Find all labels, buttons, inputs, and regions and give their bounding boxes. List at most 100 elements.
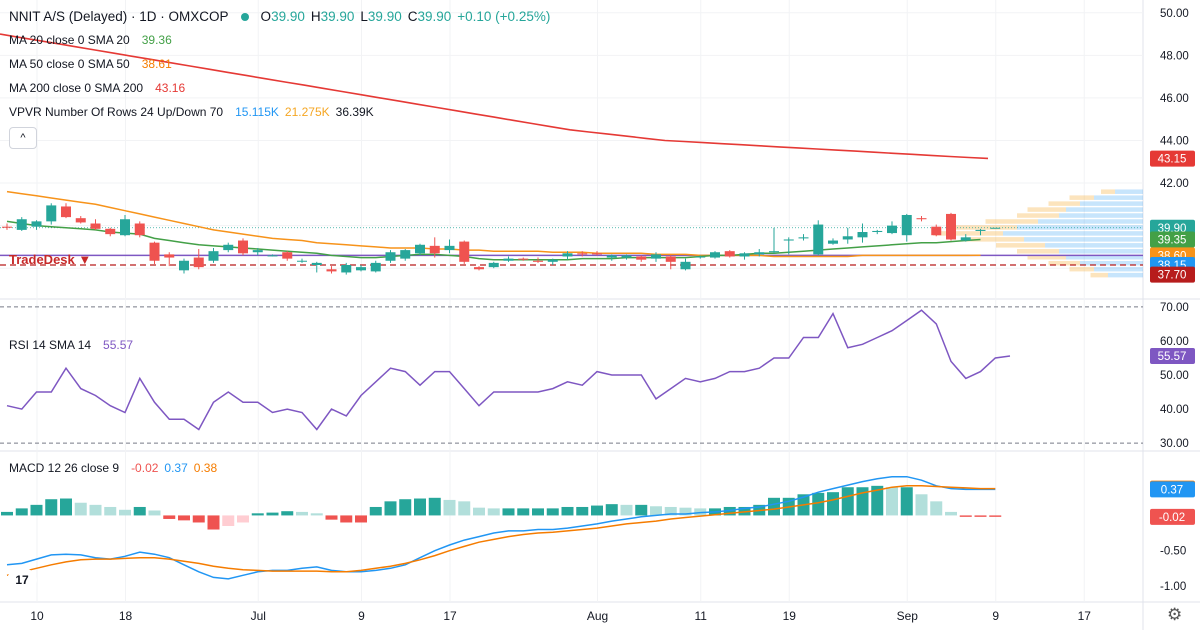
macd-axis-tag: 0.37	[1161, 484, 1183, 496]
gear-icon[interactable]: ⚙	[1167, 605, 1183, 624]
macd-histogram-bar	[605, 504, 618, 516]
volume-profile-down-bar	[996, 243, 1045, 248]
volume-profile-up-bar	[1094, 266, 1143, 272]
volume-profile-down-bar	[985, 219, 1038, 224]
macd-histogram-bar	[443, 499, 456, 516]
indicator-sma50[interactable]: MA 50 close 0 SMA 50 38.61	[9, 57, 172, 71]
candle-body	[636, 256, 647, 260]
x-tick-label: 10	[30, 609, 44, 623]
macd-histogram-bar	[369, 506, 382, 516]
candle-body	[916, 218, 927, 220]
candle-body	[385, 252, 396, 261]
rsi-tick-label: 40.00	[1160, 404, 1189, 416]
candle-body	[311, 262, 322, 266]
macd-histogram-bar	[325, 515, 338, 520]
ohlc-o-label: O	[260, 9, 272, 24]
candle-body	[90, 223, 101, 229]
candle-body	[651, 254, 661, 259]
macd-histogram-bar	[148, 510, 161, 516]
macd-histogram-bar	[207, 515, 220, 530]
macd-legend[interactable]: MACD 12 26 close 9 -0.02 0.37 0.38	[9, 461, 217, 475]
indicator-sma200-value: 43.16	[155, 81, 186, 95]
candle-body	[621, 255, 632, 258]
candle-body	[931, 226, 942, 236]
macd-histogram-bar	[945, 511, 957, 516]
volume-profile-up-bar	[1108, 272, 1143, 278]
macd-histogram-bar	[989, 515, 1002, 517]
market-status-dot	[240, 12, 249, 21]
x-tick-label: Sep	[897, 609, 919, 623]
volume-profile-up-bar	[1024, 237, 1143, 242]
candle-body	[739, 253, 750, 257]
macd-histogram-bar	[281, 511, 294, 516]
rsi-tick-label: 70.00	[1160, 302, 1189, 314]
macd-histogram-bar	[930, 501, 943, 516]
x-tick-label: 9	[992, 609, 999, 623]
macd-tick-label: -1.00	[1160, 581, 1186, 593]
candle-body	[46, 205, 57, 222]
price-tick-label: 46.00	[1160, 93, 1189, 105]
candle-body	[665, 256, 676, 262]
volume-profile-up-bar	[1094, 195, 1143, 200]
macd-histogram-bar	[517, 508, 530, 516]
indicator-sma200[interactable]: MA 200 close 0 SMA 200 43.16	[9, 81, 185, 95]
macd-histogram-bar	[428, 497, 441, 516]
macd-histogram-bar	[812, 492, 825, 516]
rsi-tick-label: 50.00	[1160, 370, 1189, 382]
macd-histogram-bar	[886, 487, 898, 516]
macd-histogram-bar	[355, 515, 367, 523]
candle-body	[120, 219, 130, 236]
price-tick-label: 42.00	[1160, 178, 1189, 190]
indicator-vpvr[interactable]: VPVR Number Of Rows 24 Up/Down 70 15.115…	[9, 105, 374, 119]
volume-profile-down-bar	[1069, 266, 1094, 272]
candle-body	[592, 253, 602, 255]
x-tick-label: 9	[358, 609, 365, 623]
indicator-sma200-label: MA 200 close 0 SMA 200	[9, 81, 144, 95]
macd-axis-tag: -0.02	[1159, 512, 1185, 524]
volume-profile-down-bar	[933, 231, 1003, 236]
macd-histogram-bar	[310, 513, 323, 516]
ohlc-o-value: 39.90	[271, 9, 305, 24]
candle-body	[429, 245, 440, 254]
candle-body	[503, 258, 514, 261]
macd-histogram-bar	[178, 515, 190, 521]
macd-histogram-bar	[841, 487, 854, 516]
collapse-legend-button[interactable]: ^	[9, 127, 37, 149]
macd-axis-tag-bg	[1150, 508, 1195, 525]
candle-body	[444, 245, 455, 251]
macd-histogram-bar	[532, 508, 544, 516]
macd-histogram-bar	[561, 506, 574, 516]
indicator-sma50-label: MA 50 close 0 SMA 50	[9, 57, 130, 71]
tradingview-logo[interactable]: 17	[7, 568, 37, 592]
candle-body	[326, 269, 337, 272]
volume-profile-down-bar	[1069, 195, 1094, 200]
indicator-sma20-value: 39.36	[141, 33, 172, 47]
candle-body	[562, 253, 573, 257]
macd-histogram-bar	[871, 485, 884, 516]
ohlc-h-label: H	[310, 9, 321, 24]
candle-body	[164, 254, 175, 258]
indicator-sma50-value: 38.61	[141, 57, 172, 71]
rsi-legend-label: RSI 14 SMA 14	[9, 338, 92, 352]
candle-body	[783, 239, 794, 241]
candle-body	[252, 250, 263, 253]
candle-body	[842, 236, 853, 240]
rsi-legend[interactable]: RSI 14 SMA 14 55.57	[9, 338, 133, 352]
macd-histogram-bar	[679, 507, 692, 516]
macd-histogram-bar	[384, 501, 397, 516]
sma200-line	[0, 33, 989, 160]
candle-body	[149, 242, 160, 261]
tradedesk-annotation[interactable]: TradeDesk ▼	[9, 252, 92, 267]
candle-body	[297, 260, 307, 262]
indicator-sma20[interactable]: MA 20 close 0 SMA 20 39.36	[9, 33, 172, 47]
candle-body	[179, 260, 189, 271]
macd-histogram-bar	[30, 504, 43, 516]
sma50-line	[6, 190, 981, 258]
macd-histogram-bar	[487, 508, 500, 516]
macd-histogram-bar	[45, 499, 58, 516]
indicator-vpvr-up: 15.115K	[235, 105, 279, 119]
macd-legend-label: MACD 12 26 close 9	[9, 461, 120, 475]
macd-histogram-bar	[650, 506, 662, 516]
macd-histogram-bar	[591, 505, 603, 516]
